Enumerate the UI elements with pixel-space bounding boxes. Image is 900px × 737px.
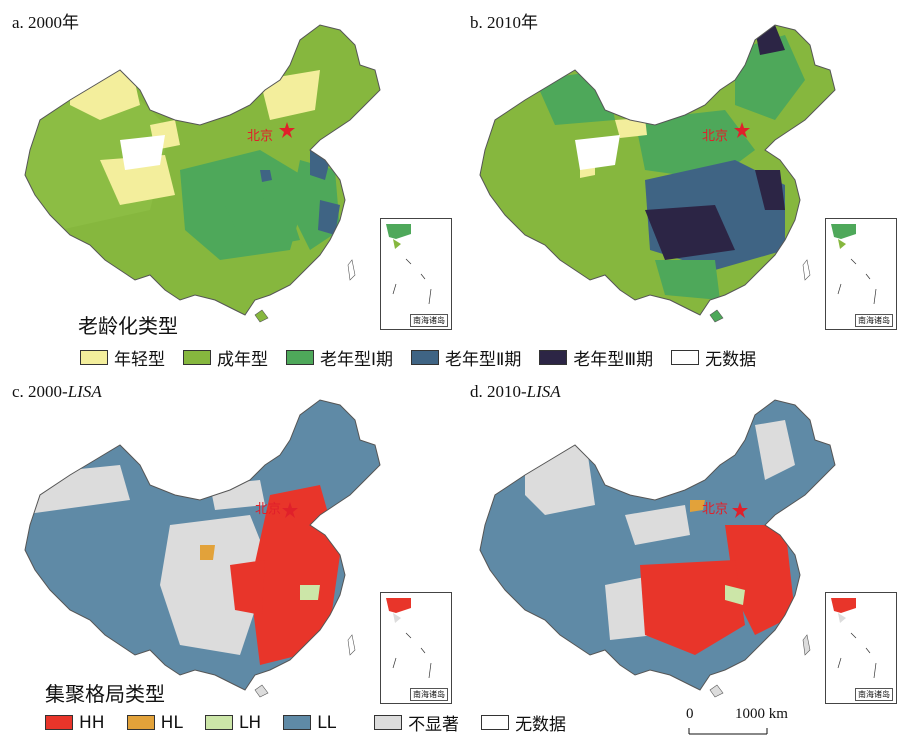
capital-star-icon (734, 122, 750, 138)
capital-label-a: 北京 (247, 129, 274, 144)
swatch-old-3 (539, 350, 568, 365)
legend-item-adult: 成年型 (183, 345, 268, 370)
capital-label-c: 北京 (255, 502, 282, 517)
swatch-lisa-nodata (481, 715, 510, 730)
swatch-adult (183, 350, 211, 365)
panel-b-title: b. 2010年 (470, 13, 538, 32)
capital-star-icon (279, 122, 295, 138)
inset-label-d: 南海诸岛 (855, 688, 893, 701)
map-panel-d (479, 399, 836, 698)
legend-item-nodata: 无数据 (671, 345, 756, 370)
panel-c-title: c. 2000-LISA (12, 382, 102, 401)
swatch-old-2 (411, 350, 440, 365)
capital-label-d: 北京 (702, 502, 729, 517)
taiwan-island (347, 259, 356, 281)
legend-item-lh: LH (204, 713, 261, 733)
inset-map-c: 南海诸岛 (380, 592, 452, 704)
legend-item-ns: 不显著 (374, 710, 459, 735)
inset-map-d: 南海诸岛 (825, 592, 897, 704)
inset-map-b: 南海诸岛 (825, 218, 897, 330)
inset-label-a: 南海诸岛 (410, 314, 448, 327)
scale-zero-label: 0 (686, 706, 694, 722)
swatch-young (80, 350, 108, 365)
panel-d-title: d. 2010-LISA (470, 382, 561, 401)
legend-item-hh: HH (45, 713, 105, 733)
taiwan-island (802, 634, 811, 656)
capital-label-b: 北京 (702, 129, 729, 144)
swatch-lh (204, 715, 233, 730)
taiwan-island (802, 259, 811, 281)
swatch-nodata (671, 350, 700, 365)
inset-label-b: 南海诸岛 (855, 314, 893, 327)
hainan-island (254, 684, 269, 698)
legend-item-ll: LL (283, 713, 336, 733)
aging-legend-title: 老龄化类型 (78, 314, 178, 338)
inset-label-c: 南海诸岛 (410, 688, 448, 701)
inset-map-a: 南海诸岛 (380, 218, 452, 330)
capital-star-icon (732, 502, 748, 518)
panel-a-title: a. 2000年 (12, 13, 80, 32)
legend-item-young: 年轻型 (80, 345, 165, 370)
legend-item-old-1: 老年型Ⅰ期 (286, 345, 393, 370)
swatch-hl (126, 715, 155, 730)
hainan-island (254, 309, 269, 323)
capital-star-icon (282, 502, 298, 518)
swatch-hh (45, 715, 73, 730)
legend-item-hl: HL (126, 713, 183, 733)
swatch-ll (283, 715, 312, 730)
legend-item-lisa-nodata: 无数据 (481, 710, 566, 735)
legend-item-old-2: 老年型Ⅱ期 (411, 345, 521, 370)
hainan-island (709, 684, 724, 698)
legend-item-old-3: 老年型Ⅲ期 (539, 345, 653, 370)
hainan-island (709, 309, 724, 323)
swatch-old-1 (286, 350, 314, 365)
map-panel-b (479, 24, 836, 323)
taiwan-island (347, 634, 356, 656)
lisa-legend-title: 集聚格局类型 (45, 682, 165, 706)
lisa-legend: HH HL LH LL 不显著 无数据 (45, 710, 584, 735)
scale-bar (688, 728, 768, 735)
swatch-ns (374, 715, 403, 730)
scale-value-label: 1000 km (735, 706, 788, 722)
aging-legend: 年轻型 成年型 老年型Ⅰ期 老年型Ⅱ期 老年型Ⅲ期 无数据 (80, 345, 774, 370)
map-panel-a (24, 24, 381, 323)
map-panel-c (24, 399, 381, 698)
